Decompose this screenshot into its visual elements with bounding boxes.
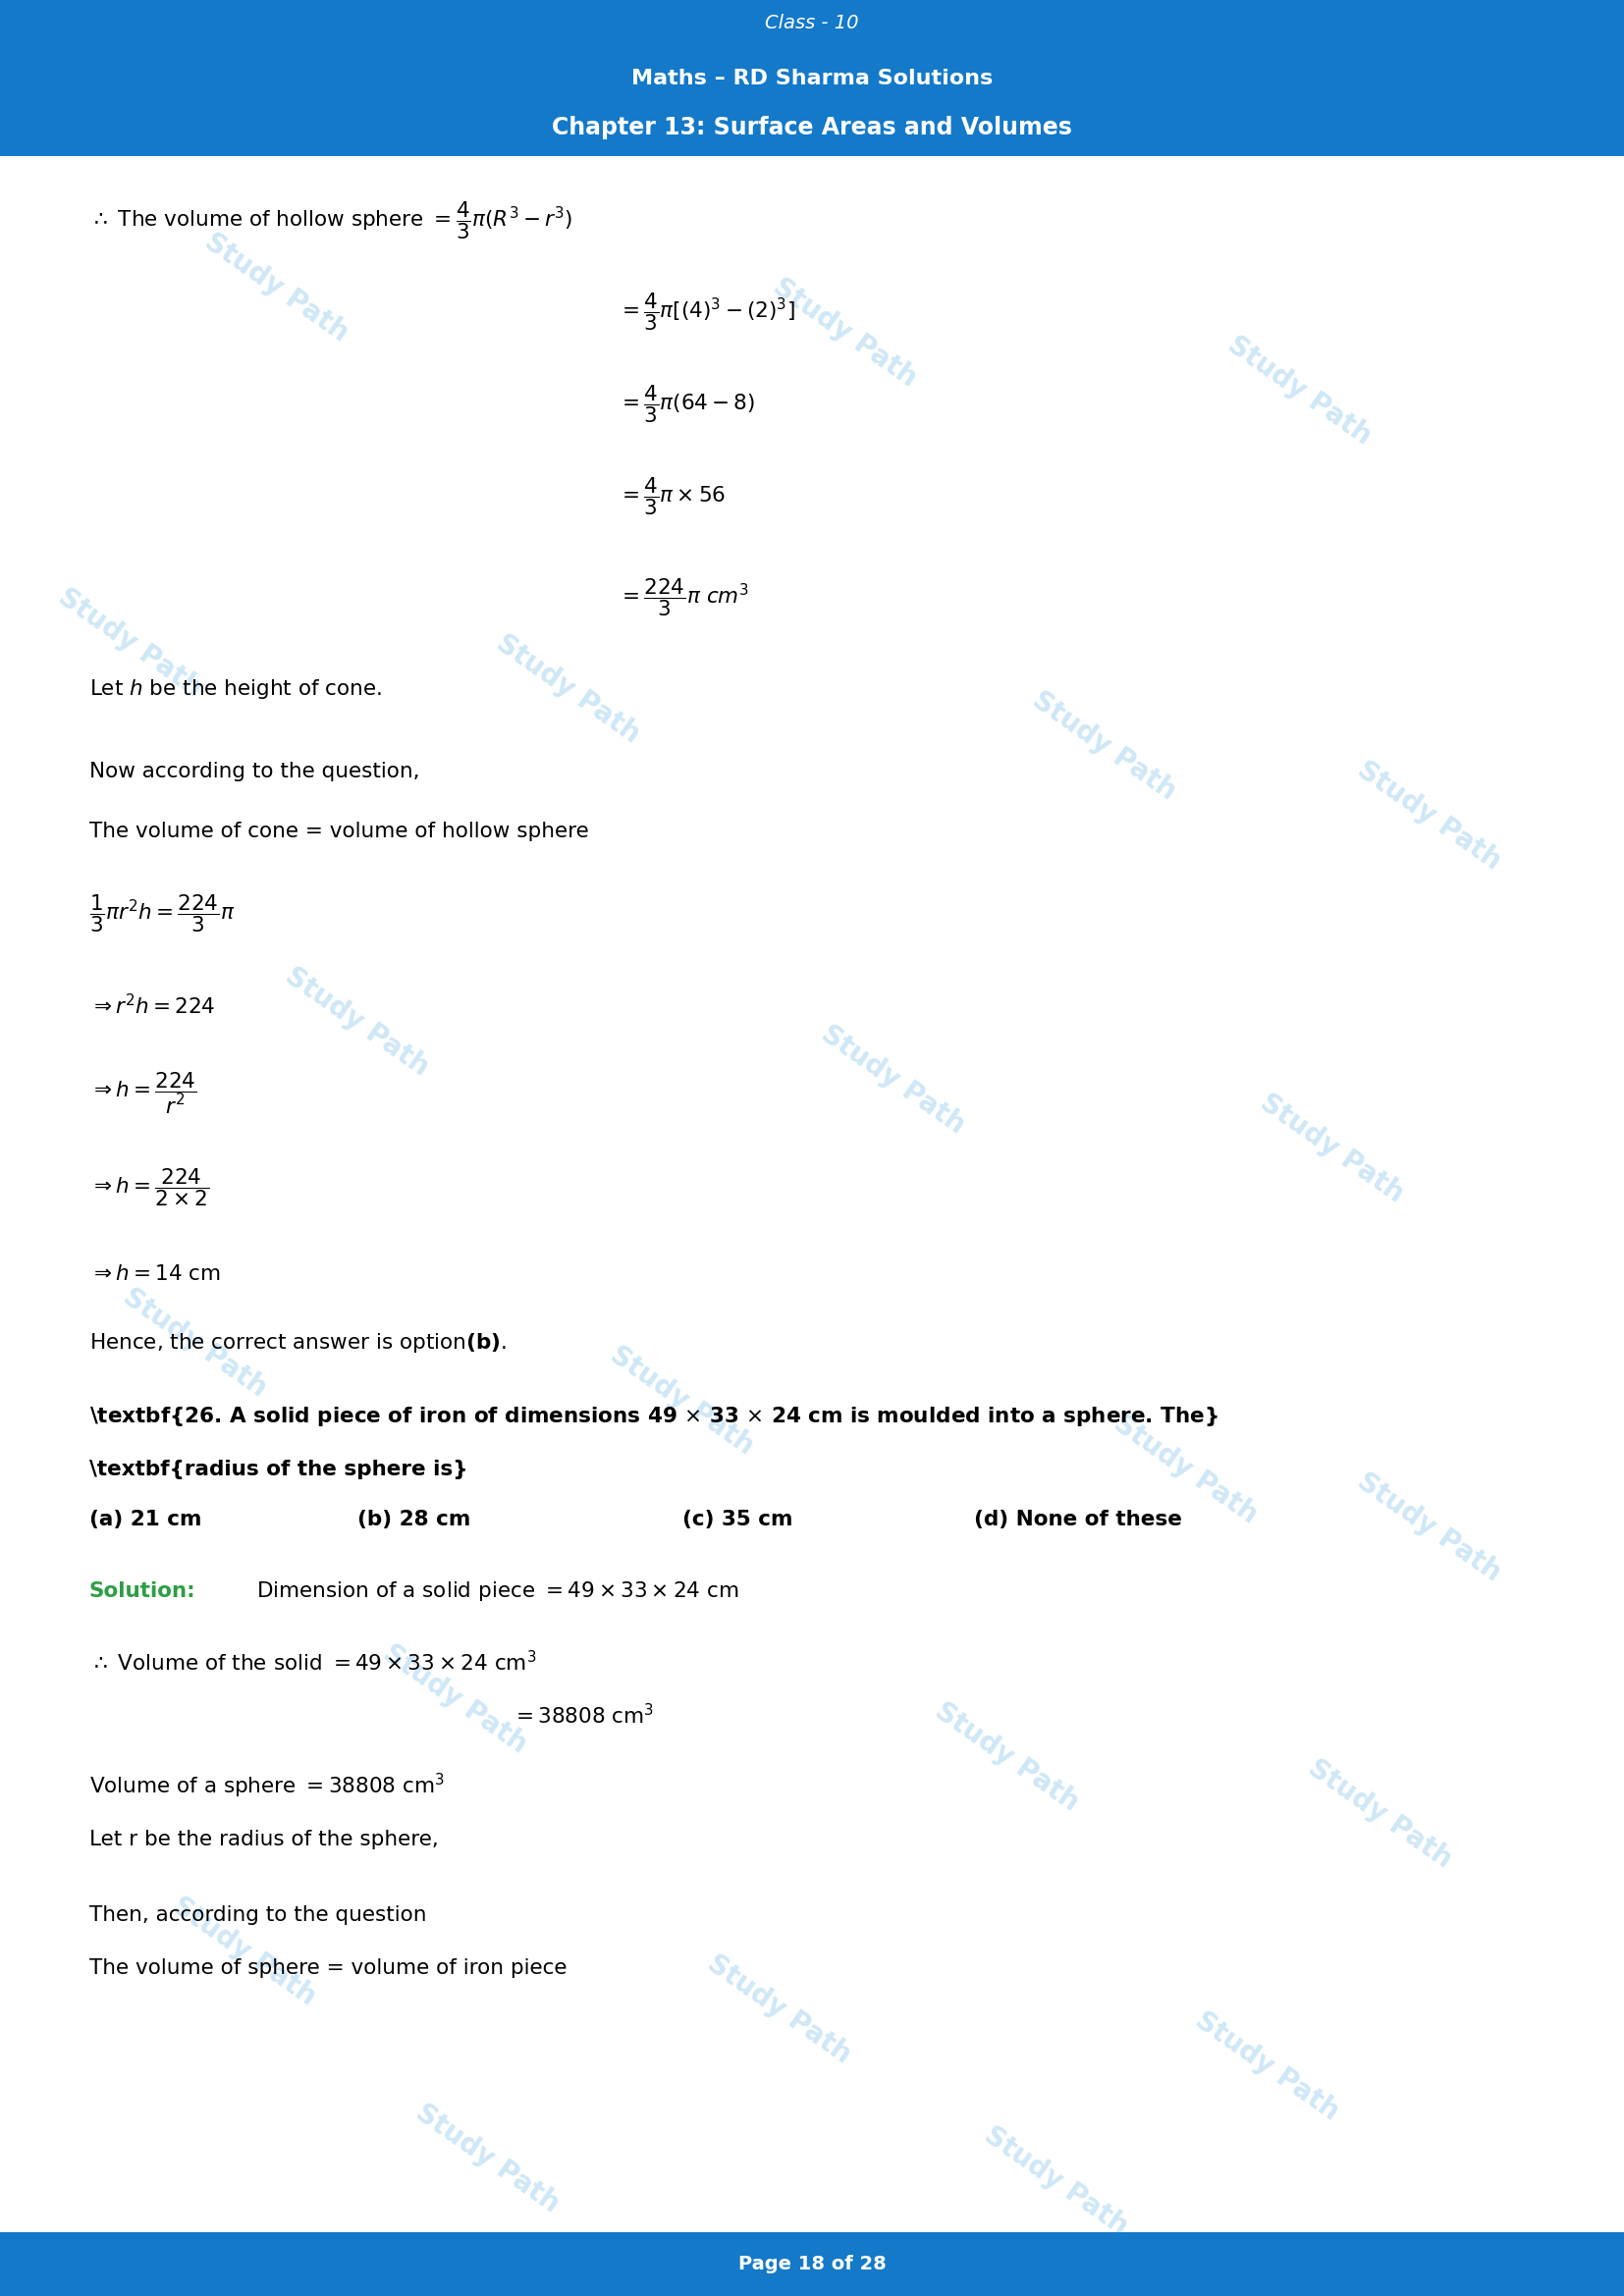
Text: Solution:: Solution:: [89, 1582, 197, 1600]
Text: Now according to the question,: Now according to the question,: [89, 762, 419, 781]
Text: $= \dfrac{4}{3}\pi[(4)^3 - (2)^3]$: $= \dfrac{4}{3}\pi[(4)^3 - (2)^3]$: [617, 292, 794, 333]
Text: $\Rightarrow h = \dfrac{224}{r^2}$: $\Rightarrow h = \dfrac{224}{r^2}$: [89, 1070, 197, 1116]
Text: Study Path: Study Path: [817, 1019, 970, 1139]
Text: (d) None of these: (d) None of these: [974, 1511, 1182, 1529]
Text: Study Path: Study Path: [54, 583, 206, 703]
Text: $\therefore$ Volume of the solid $= 49 \times 33 \times 24\ \mathrm{cm}^3$: $\therefore$ Volume of the solid $= 49 \…: [89, 1651, 536, 1674]
Text: Study Path: Study Path: [1304, 1754, 1457, 1874]
Text: Study Path: Study Path: [1353, 1467, 1505, 1587]
Text: Then, according to the question: Then, according to the question: [89, 1906, 427, 1924]
Text: Study Path: Study Path: [931, 1697, 1083, 1816]
Text: Dimension of a solid piece $= 49 \times 33 \times 24$ cm: Dimension of a solid piece $= 49 \times …: [257, 1580, 739, 1603]
FancyBboxPatch shape: [0, 2232, 1624, 2296]
Text: Study Path: Study Path: [606, 1341, 758, 1460]
Text: $\therefore$ The volume of hollow sphere $= \dfrac{4}{3}\pi(R^3 - r^3)$: $\therefore$ The volume of hollow sphere…: [89, 200, 573, 241]
Text: (c) 35 cm: (c) 35 cm: [682, 1511, 793, 1529]
Text: Let r be the radius of the sphere,: Let r be the radius of the sphere,: [89, 1830, 438, 1848]
Text: Study Path: Study Path: [703, 1949, 856, 2069]
Text: The volume of cone = volume of hollow sphere: The volume of cone = volume of hollow sp…: [89, 822, 590, 840]
Text: Study Path: Study Path: [1028, 687, 1181, 806]
Text: Study Path: Study Path: [979, 2122, 1132, 2241]
Text: Maths – RD Sharma Solutions: Maths – RD Sharma Solutions: [632, 69, 992, 87]
Text: Study Path: Study Path: [200, 227, 352, 347]
Text: Study Path: Study Path: [492, 629, 645, 748]
Text: Study Path: Study Path: [1223, 331, 1376, 450]
Text: Chapter 13: Surface Areas and Volumes: Chapter 13: Surface Areas and Volumes: [552, 117, 1072, 140]
Text: \textbf{radius of the sphere is}: \textbf{radius of the sphere is}: [89, 1460, 468, 1479]
Text: Study Path: Study Path: [167, 1892, 320, 2011]
Text: (b) 28 cm: (b) 28 cm: [357, 1511, 471, 1529]
Text: $\Rightarrow h = \dfrac{224}{2 \times 2}$: $\Rightarrow h = \dfrac{224}{2 \times 2}…: [89, 1166, 209, 1208]
Text: Study Path: Study Path: [119, 1283, 271, 1403]
Text: Study Path: Study Path: [1190, 2007, 1343, 2126]
Text: Study Path: Study Path: [1255, 1088, 1408, 1208]
Text: Study Path: Study Path: [378, 1639, 531, 1759]
Text: Page 18 of 28: Page 18 of 28: [737, 2255, 887, 2273]
Text: Class - 10: Class - 10: [765, 14, 859, 32]
Text: Study Path: Study Path: [281, 962, 434, 1081]
Text: $\Rightarrow r^2 h = 224$: $\Rightarrow r^2 h = 224$: [89, 994, 216, 1017]
Text: \textbf{26. A solid piece of iron of dimensions 49 $\times$ 33 $\times$ 24 cm is: \textbf{26. A solid piece of iron of dim…: [89, 1405, 1218, 1428]
Text: Let $h$ be the height of cone.: Let $h$ be the height of cone.: [89, 677, 382, 700]
FancyBboxPatch shape: [0, 0, 1624, 156]
Text: $= 38808\ \mathrm{cm}^3$: $= 38808\ \mathrm{cm}^3$: [512, 1704, 654, 1727]
Text: The volume of sphere = volume of iron piece: The volume of sphere = volume of iron pi…: [89, 1958, 567, 1977]
Text: Study Path: Study Path: [768, 273, 921, 393]
Text: Study Path: Study Path: [1353, 755, 1505, 875]
Text: Study Path: Study Path: [1109, 1410, 1262, 1529]
Text: $= \dfrac{224}{3}\pi\ cm^3$: $= \dfrac{224}{3}\pi\ cm^3$: [617, 576, 749, 618]
Text: $\Rightarrow h = 14\ \mathrm{cm}$: $\Rightarrow h = 14\ \mathrm{cm}$: [89, 1265, 221, 1283]
Text: $= \dfrac{4}{3}\pi(64 - 8)$: $= \dfrac{4}{3}\pi(64 - 8)$: [617, 383, 755, 425]
Text: $\dfrac{1}{3}\pi r^2 h = \dfrac{224}{3}\pi$: $\dfrac{1}{3}\pi r^2 h = \dfrac{224}{3}\…: [89, 893, 235, 934]
Text: $= \dfrac{4}{3}\pi \times 56$: $= \dfrac{4}{3}\pi \times 56$: [617, 475, 726, 517]
Text: (a) 21 cm: (a) 21 cm: [89, 1511, 201, 1529]
Text: Study Path: Study Path: [411, 2099, 564, 2218]
Text: Volume of a sphere $= 38808\ \mathrm{cm}^3$: Volume of a sphere $= 38808\ \mathrm{cm}…: [89, 1773, 445, 1800]
Text: Hence, the correct answer is option$\mathbf{(b)}$.: Hence, the correct answer is option$\mat…: [89, 1332, 507, 1355]
